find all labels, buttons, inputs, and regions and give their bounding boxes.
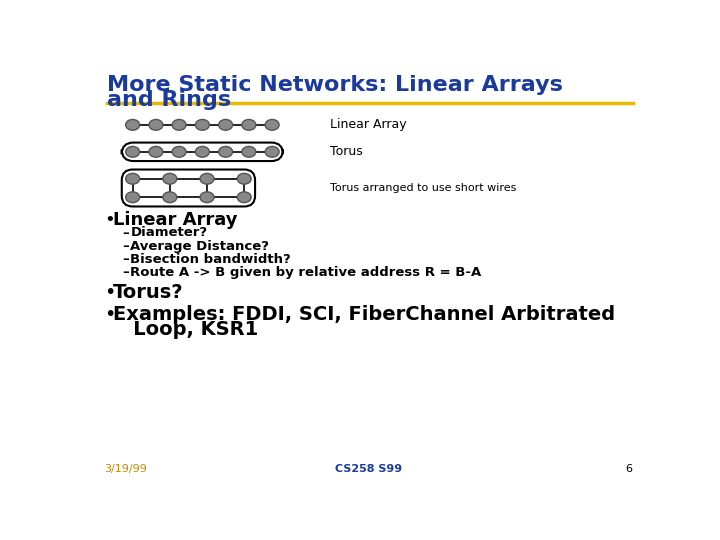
Text: Torus?: Torus? (113, 284, 184, 302)
Text: Torus: Torus (330, 145, 363, 158)
Ellipse shape (200, 173, 214, 184)
Text: •: • (104, 284, 115, 302)
Ellipse shape (126, 146, 140, 157)
Text: –: – (122, 226, 130, 240)
Text: Average Distance?: Average Distance? (130, 240, 269, 253)
Ellipse shape (149, 119, 163, 130)
Ellipse shape (149, 146, 163, 157)
Text: Examples: FDDI, SCI, FiberChannel Arbitrated: Examples: FDDI, SCI, FiberChannel Arbitr… (113, 305, 616, 324)
Text: Linear Array: Linear Array (113, 211, 238, 229)
Ellipse shape (265, 146, 279, 157)
Text: and Rings: and Rings (107, 90, 231, 110)
Ellipse shape (126, 173, 140, 184)
Text: More Static Networks: Linear Arrays: More Static Networks: Linear Arrays (107, 75, 563, 95)
Ellipse shape (126, 119, 140, 130)
Text: –: – (122, 266, 130, 279)
Ellipse shape (219, 119, 233, 130)
Text: Bisection bandwidth?: Bisection bandwidth? (130, 253, 291, 266)
Text: •: • (104, 211, 114, 229)
Ellipse shape (238, 173, 251, 184)
Ellipse shape (195, 119, 210, 130)
Ellipse shape (238, 192, 251, 202)
Text: Diameter?: Diameter? (130, 226, 207, 240)
Text: 3/19/99: 3/19/99 (104, 464, 147, 475)
Text: •: • (104, 305, 115, 324)
Ellipse shape (172, 146, 186, 157)
Text: –: – (122, 253, 130, 266)
Text: Route A -> B given by relative address R = B-A: Route A -> B given by relative address R… (130, 266, 482, 279)
Ellipse shape (219, 146, 233, 157)
Text: CS258 S99: CS258 S99 (336, 464, 402, 475)
Ellipse shape (200, 192, 214, 202)
Ellipse shape (195, 146, 210, 157)
Text: –: – (122, 240, 130, 253)
Ellipse shape (163, 173, 177, 184)
Ellipse shape (126, 192, 140, 202)
Text: Torus arranged to use short wires: Torus arranged to use short wires (330, 183, 517, 193)
Ellipse shape (265, 119, 279, 130)
Ellipse shape (163, 192, 177, 202)
Ellipse shape (172, 119, 186, 130)
Text: 6: 6 (626, 464, 632, 475)
Ellipse shape (242, 119, 256, 130)
Text: Loop, KSR1: Loop, KSR1 (113, 320, 258, 340)
Ellipse shape (242, 146, 256, 157)
Text: Linear Array: Linear Array (330, 118, 407, 131)
